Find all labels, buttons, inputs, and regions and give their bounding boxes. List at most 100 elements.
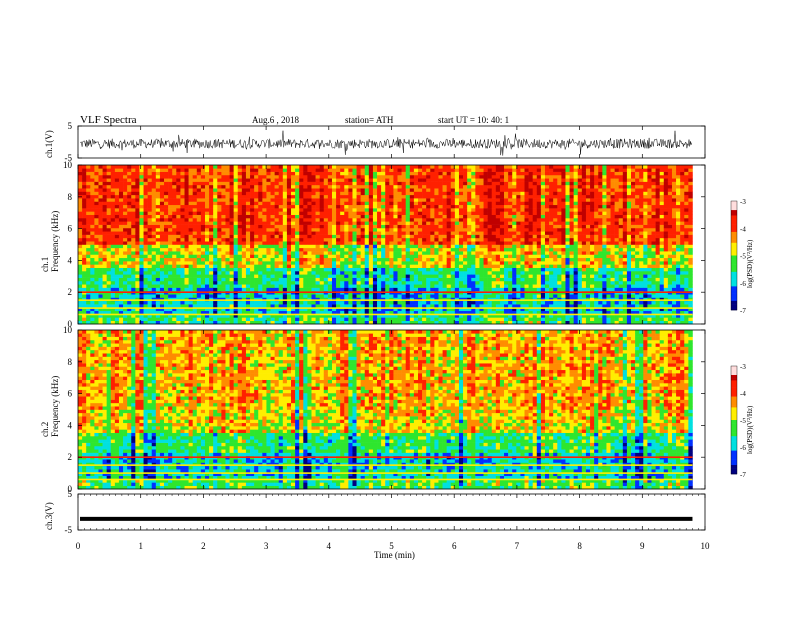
spec-cell	[401, 274, 407, 278]
spec-cell	[360, 178, 366, 182]
spec-cell	[123, 178, 128, 182]
spec-cell	[311, 208, 316, 212]
spec-cell	[356, 227, 361, 232]
spec-cell	[172, 198, 177, 202]
spec-cell	[192, 204, 198, 209]
spec-cell	[450, 231, 456, 235]
spec-cell	[385, 208, 390, 212]
spec-cell	[315, 264, 320, 268]
spec-cell	[311, 201, 316, 206]
spec-cell	[164, 287, 169, 292]
spec-cell	[90, 297, 95, 302]
spec-cell	[458, 214, 464, 219]
spec-cell	[98, 214, 103, 219]
spec-cell	[90, 194, 95, 199]
spec-cell	[86, 174, 91, 179]
spec-cell	[344, 264, 349, 268]
spec-cell	[483, 304, 488, 308]
spec-cell	[336, 241, 341, 245]
spec-cell	[434, 277, 439, 282]
spec-cell	[458, 267, 464, 272]
spec-cell	[487, 191, 493, 196]
spec-cell	[118, 294, 124, 298]
spec-cell	[258, 168, 263, 172]
spec-cell	[381, 247, 386, 252]
spec-cell	[159, 181, 165, 186]
spec-cell	[409, 221, 415, 225]
spec-cell	[295, 168, 300, 172]
spec-cell	[164, 307, 169, 312]
spec-cell	[114, 261, 120, 265]
spec-cell	[495, 294, 501, 298]
spec-cell	[491, 224, 497, 229]
spec-cell	[446, 317, 452, 321]
spec-cell	[241, 198, 247, 202]
spec-cell	[241, 317, 247, 321]
spec-cell	[102, 307, 107, 312]
spec-cell	[254, 234, 259, 239]
spec-cell	[377, 300, 382, 305]
spec-cell	[311, 271, 316, 275]
spec-cell	[204, 251, 210, 255]
spec-cell	[168, 261, 173, 265]
spec-cell	[98, 251, 103, 255]
spec-cell	[422, 241, 427, 245]
spec-cell	[372, 280, 378, 285]
spec-cell	[487, 271, 493, 275]
spec-cell	[340, 307, 345, 312]
spec-cell	[139, 310, 144, 315]
spec-cell	[110, 184, 116, 189]
spec-cell	[90, 257, 95, 262]
spec-cell	[155, 237, 161, 242]
spec-cell	[356, 221, 361, 225]
spec-cell	[188, 237, 193, 242]
spec-cell	[364, 264, 370, 268]
spec-cell	[143, 211, 148, 215]
spec-cell	[446, 244, 452, 249]
spec-cell	[315, 231, 320, 235]
spec-cell	[250, 201, 255, 206]
spec-cell	[143, 214, 148, 219]
spec-cell	[458, 168, 464, 172]
spec-cell	[204, 300, 210, 305]
spec-cell	[151, 300, 157, 305]
spec-cell	[278, 267, 284, 272]
spec-cell	[172, 307, 177, 312]
spec-cell	[180, 198, 185, 202]
spec-cell	[250, 198, 255, 202]
spec-cell	[176, 247, 181, 252]
spec-cell	[360, 271, 366, 275]
spec-cell	[307, 181, 312, 186]
spec-cell	[135, 237, 140, 242]
spec-cell	[315, 181, 320, 186]
spec-cell	[282, 214, 288, 219]
spec-cell	[225, 307, 230, 312]
spec-cell	[377, 224, 382, 229]
spec-cell	[98, 221, 103, 225]
spec-cell	[184, 234, 189, 239]
spec-cell	[463, 165, 468, 169]
spec-cell	[434, 174, 439, 179]
spec-cell	[368, 314, 374, 318]
spec-cell	[458, 237, 464, 242]
spec-cell	[254, 304, 259, 308]
spec-cell	[127, 204, 132, 209]
spec-cell	[295, 211, 300, 215]
spec-cell	[225, 254, 230, 259]
spec-cell	[282, 257, 288, 262]
spec-cell	[499, 317, 505, 321]
spec-cell	[479, 208, 484, 212]
spec-cell	[172, 297, 177, 302]
spec-cell	[213, 254, 218, 259]
spec-cell	[364, 284, 370, 288]
spec-cell	[118, 264, 124, 268]
spec-cell	[422, 264, 427, 268]
spec-cell	[356, 174, 361, 179]
spec-cell	[344, 204, 349, 209]
spec-cell	[438, 304, 443, 308]
spec-cell	[401, 191, 407, 196]
spec-cell	[340, 297, 345, 302]
spec-cell	[413, 231, 419, 235]
spec-cell	[356, 307, 361, 312]
spec-cell	[200, 280, 206, 285]
